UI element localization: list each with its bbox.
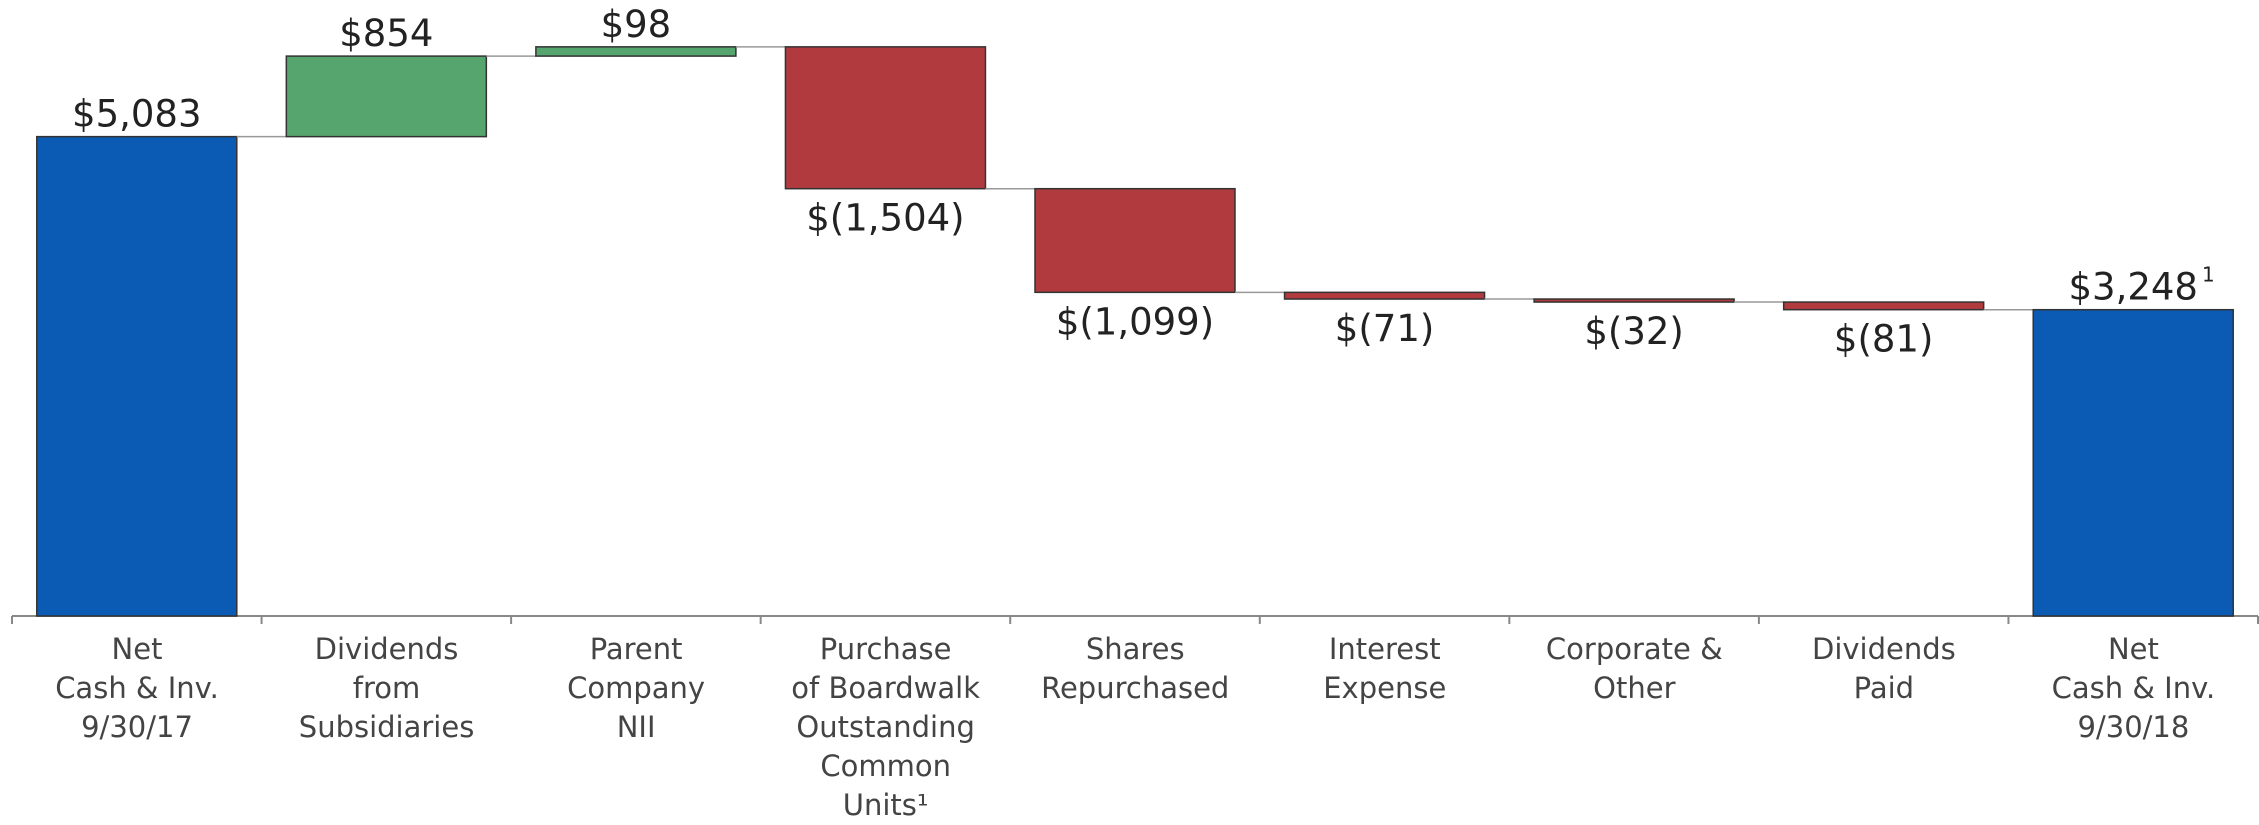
- value-label: $(1,099): [1056, 300, 1214, 343]
- bar: [36, 135, 238, 617]
- value-label: $3,248: [2068, 266, 2197, 309]
- value-label: $5,083: [72, 93, 201, 136]
- bar: [285, 55, 488, 138]
- value-label: $854: [339, 12, 433, 55]
- x-tick-label: Corporate & Other: [1545, 632, 1723, 705]
- value-label: $(71): [1335, 307, 1435, 350]
- x-tick-label: Shares Repurchased: [1041, 632, 1230, 705]
- bar: [1034, 187, 1236, 294]
- x-tick-label: Net Cash & Inv. 9/30/18: [2051, 632, 2216, 744]
- x-tick-label: Dividends from Subsidiaries: [298, 632, 475, 744]
- bar: [1782, 301, 1985, 311]
- value-label: $(32): [1584, 310, 1684, 353]
- value-label-note: 1: [2202, 263, 2215, 287]
- x-tick-label: Net Cash & Inv. 9/30/17: [55, 632, 219, 744]
- bar: [784, 46, 987, 190]
- x-tick-label: Dividends Paid: [1811, 632, 1956, 705]
- x-tick-label: Purchase of Boardwalk Outstanding Common…: [791, 632, 981, 822]
- bar: [1283, 291, 1486, 300]
- value-label: $98: [601, 3, 672, 46]
- value-label: $(1,504): [806, 197, 964, 240]
- bar: [2032, 308, 2234, 617]
- value-label: $(81): [1834, 318, 1934, 361]
- x-tick-label: Interest Expense: [1323, 632, 1447, 705]
- bar: [535, 46, 737, 57]
- x-tick-label: Parent Company NII: [567, 632, 706, 744]
- bar: [1533, 298, 1735, 303]
